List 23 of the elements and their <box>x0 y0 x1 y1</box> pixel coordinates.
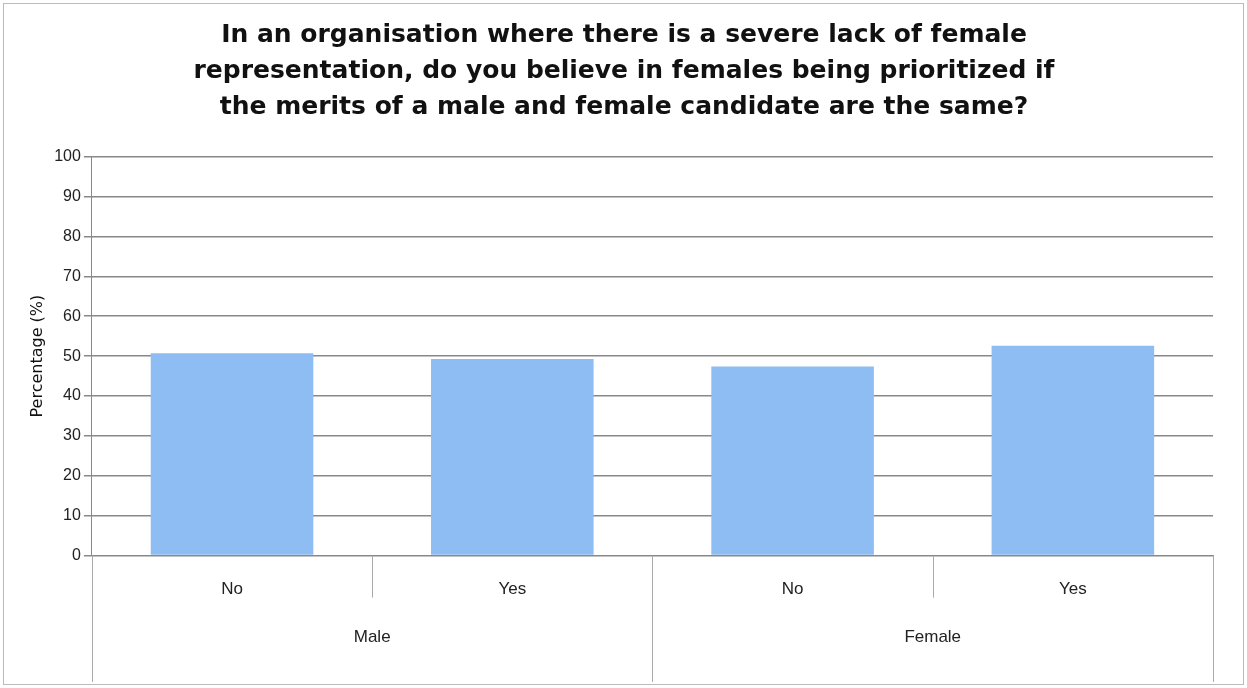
x-tick-label: No <box>781 579 804 599</box>
y-tick-label: 0 <box>71 546 81 564</box>
bar <box>991 345 1155 555</box>
y-tick-label: 80 <box>63 226 81 244</box>
bar <box>711 366 874 555</box>
y-tick-label: 50 <box>63 346 81 364</box>
text: Female <box>904 627 962 647</box>
x-tick-label: No <box>221 579 243 599</box>
y-tick-label: 20 <box>63 466 81 484</box>
x-tick-label: Yes <box>1058 579 1087 599</box>
y-tick-label: 40 <box>63 386 81 404</box>
chart-title: In an organisation where there is a severe lack of female representation, do you believe in females being prioritized if the merits of a male and female candidate are the same? <box>192 18 1056 122</box>
bar <box>150 353 314 555</box>
x-tick-label: Yes <box>498 579 527 599</box>
y-tick-label: 100 <box>54 147 81 165</box>
bar <box>431 358 594 555</box>
y-tick-label: 10 <box>63 506 81 524</box>
y-tick-label: 90 <box>63 186 81 204</box>
y-tick-label: 70 <box>63 266 81 284</box>
text: Male <box>353 627 391 647</box>
y-tick-label: 30 <box>63 426 81 444</box>
y-tick-label: 60 <box>63 306 81 324</box>
y-axis-title: Percentage (%) <box>26 294 46 418</box>
